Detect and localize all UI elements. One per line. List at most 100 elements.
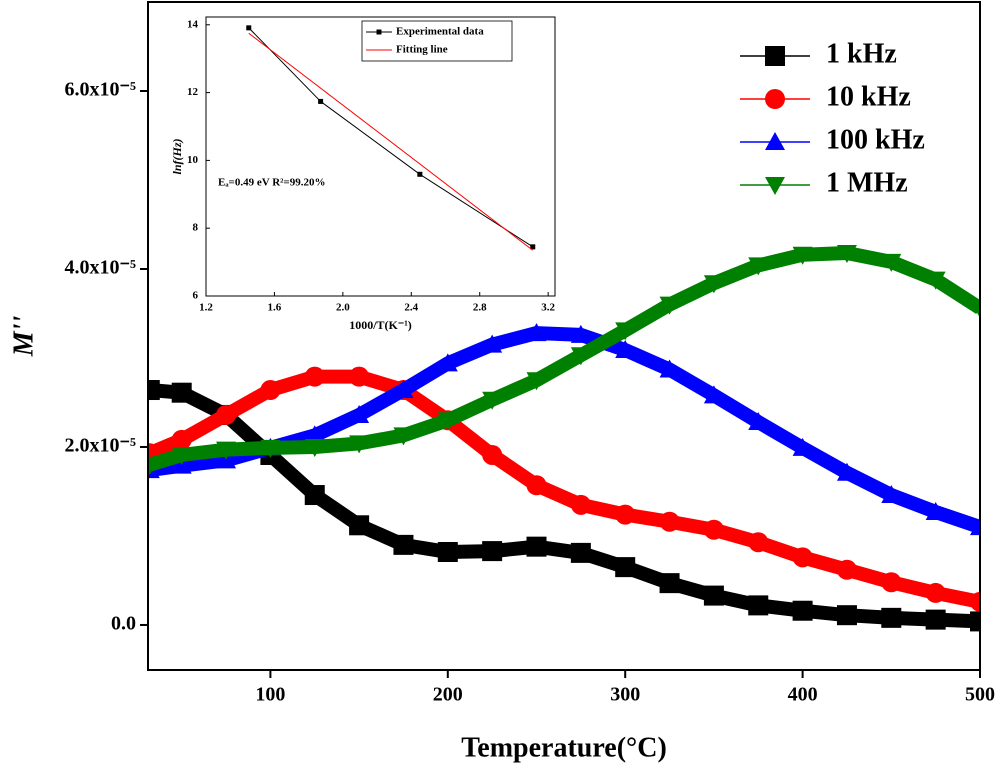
marker (304, 366, 325, 387)
legend-label: 10 kHz (826, 81, 911, 112)
x-axis-title: 1000/T(K⁻¹) (349, 318, 412, 332)
legend-label: 1 kHz (826, 38, 897, 69)
marker (881, 253, 902, 272)
marker (349, 404, 370, 423)
marker (615, 322, 636, 341)
marker (792, 600, 813, 621)
marker (482, 541, 503, 562)
marker (836, 462, 857, 481)
series-group (246, 25, 536, 251)
plot-frame (147, 1, 981, 671)
marker (748, 412, 769, 431)
marker (748, 595, 769, 616)
legend-label: 100 kHz (826, 124, 925, 155)
x-tick-label: 200 (433, 684, 463, 706)
marker (393, 380, 414, 399)
marker (615, 504, 636, 525)
marker (526, 475, 547, 496)
y-tick-label: 0.0 (111, 613, 136, 635)
marker (570, 542, 591, 563)
x-tick-label: 100 (255, 684, 285, 706)
marker (526, 536, 547, 557)
marker (659, 359, 680, 378)
marker (881, 485, 902, 504)
marker (881, 607, 902, 628)
marker (970, 591, 980, 612)
marker (881, 572, 902, 593)
marker (526, 372, 547, 391)
legend-box (361, 20, 513, 62)
x-tick-label: 3.2 (541, 302, 555, 314)
marker (703, 275, 724, 294)
x-tick-label: 1.6 (268, 302, 282, 314)
plot-area (206, 17, 555, 296)
marker (437, 541, 458, 562)
marker (925, 609, 946, 630)
marker (703, 519, 724, 540)
marker (349, 515, 370, 536)
marker (260, 380, 281, 401)
marker (393, 534, 414, 555)
marker (349, 435, 370, 454)
marker (765, 177, 785, 195)
marker (836, 244, 857, 263)
marker (304, 425, 325, 444)
marker (970, 611, 980, 632)
y-axis-title: lnf(Hz) (170, 138, 184, 174)
marker (246, 25, 252, 31)
y-tick-label: 4.0x10⁻⁵ (64, 257, 136, 279)
series-group (148, 244, 980, 632)
marker (615, 339, 636, 358)
series-line (148, 245, 980, 472)
marker (304, 438, 325, 457)
marker (748, 257, 769, 276)
marker (393, 427, 414, 446)
y-tick-label: 14 (187, 18, 199, 30)
marker (260, 439, 281, 458)
marker (570, 324, 591, 343)
x-tick-label: 1.2 (199, 302, 213, 314)
marker (437, 412, 458, 431)
x-axis-title: Temperature(°C) (461, 732, 667, 763)
y-axis-title: M'' (8, 316, 39, 358)
y-tick-label: 6 (193, 290, 199, 302)
marker (417, 171, 423, 177)
marker (318, 98, 324, 104)
series-line (248, 27, 534, 248)
marker (836, 605, 857, 626)
inset-plot: 1.2 1.6 2.0 2.4 2.8 3.2 6 8 10 12 14 1000/T(K⁻¹) lnf… (170, 16, 556, 332)
marker (304, 485, 325, 506)
y-tick-label: 12 (187, 86, 199, 98)
marker (482, 391, 503, 410)
y-tick-label: 6.0x10⁻⁵ (64, 79, 136, 101)
x-tick-label: 300 (610, 684, 640, 706)
y-tick-label: 8 (193, 222, 199, 234)
marker (792, 246, 813, 265)
marker (216, 404, 237, 425)
marker (748, 532, 769, 553)
marker (171, 429, 192, 450)
y-tick-label: 10 (187, 154, 199, 166)
marker (482, 334, 503, 353)
marker (659, 573, 680, 594)
x-tick-label: 2.0 (336, 302, 350, 314)
marker (703, 585, 724, 606)
legend-label: 1 MHz (826, 167, 908, 198)
marker (148, 380, 160, 401)
marker (526, 323, 547, 342)
series-line (248, 32, 534, 251)
annotation: Eₐ=0.49 eV R²=99.20% (218, 177, 325, 189)
marker (570, 347, 591, 366)
x-tick-label: 500 (965, 684, 995, 706)
marker (925, 501, 946, 520)
marker (171, 382, 192, 403)
marker (171, 446, 192, 465)
marker (615, 557, 636, 578)
marker (925, 271, 946, 290)
x-tick-label: 2.4 (404, 302, 418, 314)
marker (792, 437, 813, 456)
marker (482, 444, 503, 465)
marker (970, 300, 980, 319)
marker (216, 441, 237, 460)
